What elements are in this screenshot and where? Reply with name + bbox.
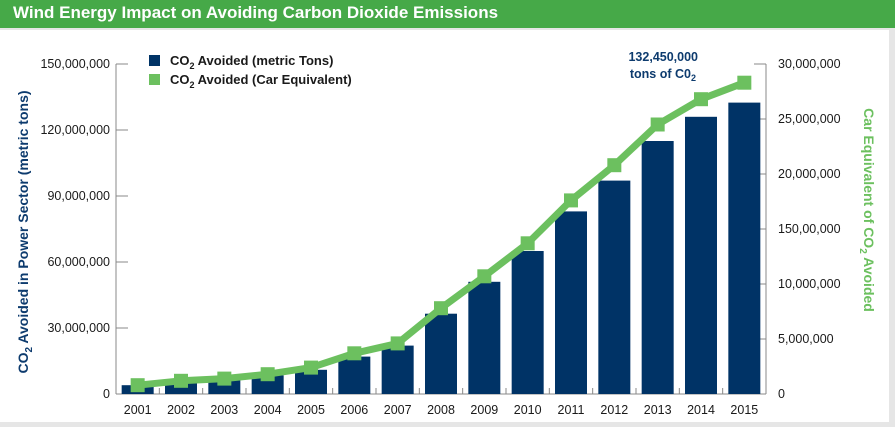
line-marker-2004 <box>260 367 275 382</box>
right-tick-label: 0 <box>778 387 785 401</box>
left-tick-label: 60,000,000 <box>47 255 110 269</box>
line-marker-2007 <box>390 336 405 351</box>
x-tick-label: 2002 <box>167 403 195 417</box>
legend: CO2 Avoided (metric Tons) CO2 Avoided (C… <box>149 53 352 90</box>
x-tick-label: 2011 <box>558 403 585 417</box>
x-tick-label: 2003 <box>210 403 238 417</box>
legend-label-line: CO2 Avoided (Car Equivalent) <box>170 72 352 90</box>
right-axis-title: Car Equivalent of CO2 Avoided <box>857 108 877 312</box>
x-tick-label: 2005 <box>297 403 325 417</box>
legend-label-bar: CO2 Avoided (metric Tons) <box>170 53 333 71</box>
line-marker-2005 <box>304 360 318 375</box>
bar-2012 <box>598 180 631 394</box>
bar-2009 <box>468 281 501 394</box>
x-tick-label: 2013 <box>644 403 672 417</box>
left-tick-label: 90,000,000 <box>47 189 110 203</box>
annotation-value: 132,450,000 <box>628 50 698 64</box>
x-tick-label: 2014 <box>687 403 715 417</box>
bar-2008 <box>425 313 457 394</box>
line-marker-2006 <box>347 346 362 361</box>
left-tick-label: 30,000,000 <box>47 321 110 335</box>
line-marker-2012 <box>607 158 622 173</box>
right-tick-label: 30,000,000 <box>778 57 841 71</box>
line-marker-2014 <box>694 92 708 107</box>
x-tick-label: 2015 <box>730 403 758 417</box>
legend-swatch-line <box>149 74 160 85</box>
line-marker-2001 <box>130 378 145 393</box>
line-marker-2002 <box>174 373 188 388</box>
x-tick-label: 2004 <box>254 403 282 417</box>
x-tick-label: 2012 <box>600 403 628 417</box>
left-tick-label: 150,000,000 <box>40 57 110 71</box>
line-marker-2015 <box>737 75 752 90</box>
x-tick-label: 2001 <box>124 403 152 417</box>
bars <box>121 102 761 395</box>
bar-2011 <box>555 211 587 394</box>
line-marker-2010 <box>520 236 535 251</box>
right-tick-label: 25,000,000 <box>778 112 841 126</box>
line-marker-2013 <box>650 117 665 132</box>
labels: 0 30,000,000 60,000,000 90,000,000 120,000,0… <box>40 57 840 417</box>
line-marker-2003 <box>217 371 232 386</box>
bar-2006 <box>338 356 371 394</box>
left-tick-label: 120,000,000 <box>40 123 110 137</box>
annotation: 132,450,000 tons of C02 <box>628 50 698 83</box>
left-tick-label: 0 <box>103 387 110 401</box>
annotation-unit: tons of C02 <box>630 67 696 83</box>
bar-2007 <box>381 345 414 394</box>
chart-title: Wind Energy Impact on Avoiding Carbon Di… <box>13 3 499 22</box>
bar-2004 <box>251 375 284 394</box>
x-tick-label: 2006 <box>340 403 368 417</box>
legend-swatch-bar <box>149 55 160 66</box>
bar-2015 <box>728 102 761 395</box>
line-marker-2011 <box>564 193 578 208</box>
bar-2014 <box>685 116 717 395</box>
line-marker-2008 <box>434 301 448 316</box>
car-equivalent-line <box>130 75 752 393</box>
right-tick-label: 10,000,000 <box>778 277 841 291</box>
x-tick-label: 2010 <box>514 403 542 417</box>
right-tick-label: 20,000,000 <box>778 167 841 181</box>
left-axis-title: CO2 Avoided in Power Sector (metric tons… <box>15 90 35 373</box>
right-tick-label: 150,00,000 <box>778 222 841 236</box>
x-tick-label: 2008 <box>427 403 455 417</box>
line-marker-2009 <box>477 269 492 284</box>
bar-2013 <box>641 141 674 394</box>
right-tick-label: 5,000,000 <box>778 332 834 346</box>
x-tick-label: 2007 <box>384 403 412 417</box>
x-tick-label: 2009 <box>470 403 498 417</box>
bar-2010 <box>511 251 544 394</box>
chart-header: Wind Energy Impact on Avoiding Carbon Di… <box>0 0 895 28</box>
